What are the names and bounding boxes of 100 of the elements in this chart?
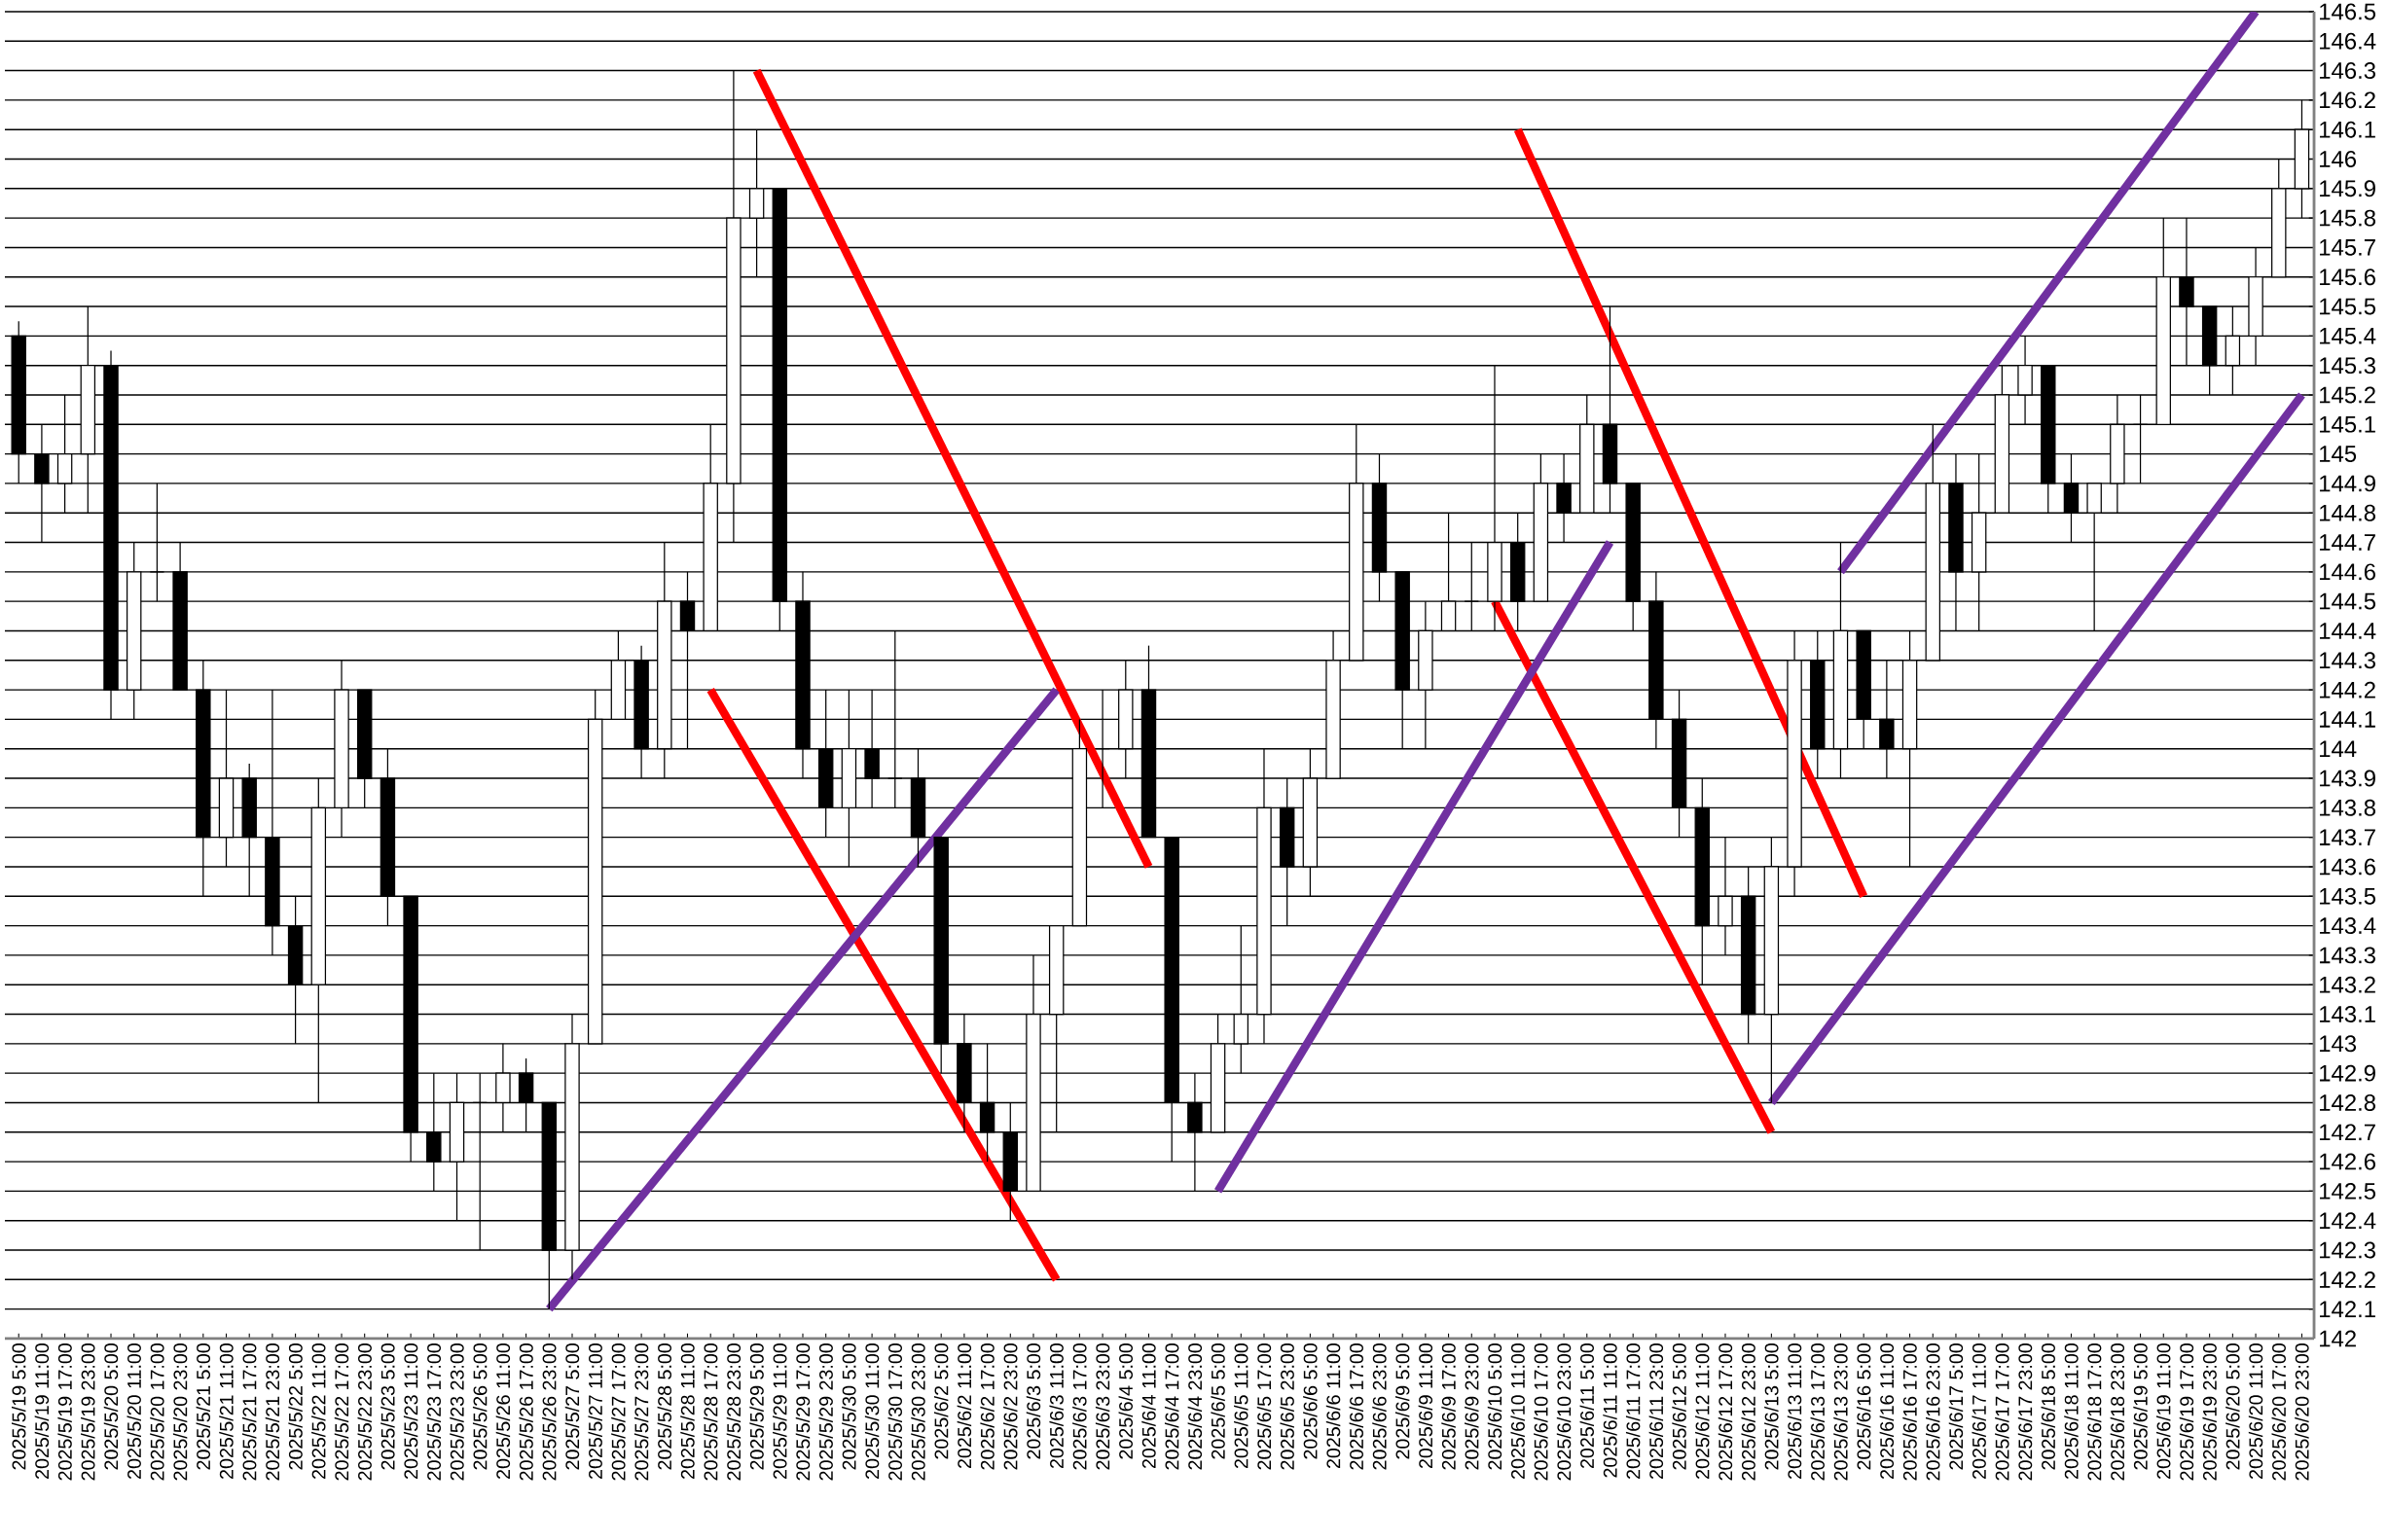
x-tick-label: 2025/6/20 11:00: [2248, 1343, 2263, 1480]
x-tick-label: 2025/5/23 11:00: [403, 1343, 418, 1480]
x-tick-label: 2025/6/9 17:00: [1441, 1343, 1456, 1470]
x-tick-label: 2025/5/22 5:00: [288, 1343, 303, 1470]
x-tick-label: 2025/6/19 11:00: [2156, 1343, 2171, 1480]
x-tick-label: 2025/6/20 23:00: [2295, 1343, 2309, 1481]
y-tick-label: 143.7: [2320, 829, 2375, 846]
x-tick-label: 2025/5/23 23:00: [450, 1343, 464, 1481]
x-tick-label: 2025/6/19 23:00: [2202, 1343, 2217, 1481]
y-tick-label: 146.3: [2320, 62, 2375, 80]
x-tick-label: 2025/6/17 17:00: [1995, 1343, 2009, 1481]
x-tick-label: 2025/5/27 23:00: [633, 1343, 649, 1481]
x-tick-label: 2025/6/10 23:00: [1556, 1343, 1572, 1481]
y-tick-label: 145.8: [2320, 209, 2376, 227]
x-tick-label: 2025/6/18 11:00: [2064, 1343, 2079, 1480]
y-tick-label: 145.3: [2320, 357, 2375, 375]
y-tick-label: 145.6: [2320, 269, 2375, 286]
x-tick-label: 2025/6/18 5:00: [2041, 1343, 2055, 1470]
x-tick-label: 2025/5/28 11:00: [680, 1343, 695, 1480]
x-tick-label: 2025/6/5 11:00: [1234, 1343, 1248, 1469]
y-tick-label: 143.5: [2320, 887, 2376, 905]
x-tick-label: 2025/6/12 11:00: [1695, 1343, 1710, 1480]
x-tick-label: 2025/6/18 23:00: [2110, 1343, 2125, 1481]
y-tick-label: 145.5: [2320, 298, 2376, 315]
x-tick-label: 2025/5/20 17:00: [150, 1343, 164, 1481]
x-tick-label: 2025/5/19 5:00: [11, 1343, 26, 1470]
x-tick-label: 2025/5/21 11:00: [219, 1343, 234, 1480]
x-tick-label: 2025/5/26 5:00: [472, 1343, 488, 1470]
y-tick-label: 145.2: [2320, 386, 2375, 404]
x-tick-label: 2025/6/16 23:00: [1926, 1343, 1940, 1481]
y-tick-label: 144.7: [2320, 534, 2375, 551]
x-tick-label: 2025/6/13 5:00: [1764, 1343, 1779, 1470]
y-tick-label: 143.6: [2320, 858, 2375, 876]
x-tick-label: 2025/5/22 17:00: [334, 1343, 349, 1481]
x-tick-label: 2025/6/6 23:00: [1372, 1343, 1387, 1470]
y-tick-label: 146.5: [2320, 3, 2376, 20]
y-tick-label: 146: [2320, 151, 2357, 167]
x-tick-label: 2025/5/20 23:00: [172, 1343, 188, 1481]
x-tick-label: 2025/5/29 23:00: [818, 1343, 833, 1481]
x-tick-label: 2025/6/10 5:00: [1487, 1343, 1502, 1470]
y-tick-label: 145.1: [2320, 415, 2375, 433]
x-tick-label: 2025/5/29 11:00: [773, 1343, 787, 1480]
y-tick-label: 145: [2320, 446, 2357, 462]
x-tick-label: 2025/6/3 5:00: [1026, 1343, 1041, 1459]
y-tick-label: 142.8: [2320, 1094, 2376, 1111]
x-tick-label: 2025/6/9 5:00: [1394, 1343, 1410, 1459]
x-tick-label: 2025/5/30 23:00: [911, 1343, 925, 1481]
candlestick: [1464, 541, 1480, 632]
y-tick-label: 143: [2320, 1035, 2357, 1053]
x-tick-label: 2025/6/5 23:00: [1280, 1343, 1294, 1470]
x-tick-label: 2025/6/4 5:00: [1118, 1343, 1133, 1459]
x-tick-label: 2025/6/17 23:00: [2017, 1343, 2033, 1481]
x-tick-label: 2025/6/20 5:00: [2225, 1343, 2240, 1470]
x-tick-label: 2025/6/18 17:00: [2086, 1343, 2102, 1481]
x-tick-label: 2025/6/19 17:00: [2179, 1343, 2194, 1481]
x-tick-label: 2025/5/26 11:00: [495, 1343, 511, 1480]
y-tick-label: 146.2: [2320, 91, 2375, 109]
x-tick-label: 2025/5/28 23:00: [726, 1343, 742, 1481]
x-tick-label: 2025/5/30 11:00: [864, 1343, 880, 1480]
y-tick-label: 144.9: [2320, 475, 2375, 492]
x-tick-label: 2025/6/13 11:00: [1787, 1343, 1802, 1480]
x-tick-label: 2025/6/9 23:00: [1465, 1343, 1479, 1470]
x-tick-label: 2025/6/12 17:00: [1718, 1343, 1733, 1481]
y-tick-label: 143.4: [2320, 917, 2376, 935]
x-tick-label: 2025/6/11 5:00: [1579, 1343, 1594, 1469]
y-tick-label: 144.8: [2320, 504, 2376, 521]
x-tick-label: 2025/6/16 5:00: [1856, 1343, 1871, 1470]
candlestick: [149, 483, 165, 602]
y-tick-label: 145.9: [2320, 180, 2375, 197]
x-tick-label: 2025/6/4 11:00: [1141, 1343, 1156, 1469]
x-tick-label: 2025/5/19 23:00: [81, 1343, 95, 1481]
x-tick-label: 2025/6/16 11:00: [1879, 1343, 1895, 1480]
x-tick-label: 2025/6/16 17:00: [1902, 1343, 1917, 1481]
candlestick: [2132, 394, 2149, 484]
x-tick-label: 2025/6/6 5:00: [1303, 1343, 1318, 1459]
x-tick-label: 2025/6/19 5:00: [2133, 1343, 2148, 1470]
x-tick-label: 2025/5/21 5:00: [196, 1343, 211, 1470]
y-tick-label: 143.8: [2320, 799, 2376, 816]
x-tick-label: 2025/6/3 11:00: [1049, 1343, 1064, 1469]
x-tick-label: 2025/6/6 11:00: [1325, 1343, 1341, 1469]
x-tick-label: 2025/5/26 23:00: [542, 1343, 557, 1481]
y-tick-label: 142.1: [2320, 1301, 2375, 1317]
y-tick-label: 142.9: [2320, 1064, 2375, 1082]
x-tick-label: 2025/5/28 17:00: [703, 1343, 718, 1481]
x-tick-label: 2025/5/27 5:00: [564, 1343, 580, 1470]
y-tick-label: 144.3: [2320, 652, 2375, 669]
x-tick-label: 2025/5/27 11:00: [588, 1343, 602, 1480]
x-tick-label: 2025/6/3 17:00: [1072, 1343, 1087, 1470]
y-tick-label: 143.2: [2320, 976, 2375, 993]
x-tick-label: 2025/6/2 17:00: [980, 1343, 995, 1470]
y-tick-label: 144: [2320, 740, 2357, 757]
y-tick-label: 146.4: [2320, 32, 2376, 50]
x-tick-label: 2025/6/2 5:00: [933, 1343, 949, 1459]
x-tick-label: 2025/5/27 17:00: [611, 1343, 626, 1481]
x-tick-label: 2025/5/22 23:00: [357, 1343, 372, 1481]
x-tick-label: 2025/6/11 11:00: [1603, 1343, 1617, 1478]
x-tick-label: 2025/6/13 23:00: [1833, 1343, 1848, 1481]
y-tick-label: 142.7: [2320, 1124, 2375, 1141]
x-tick-label: 2025/6/4 17:00: [1164, 1343, 1179, 1470]
x-tick-label: 2025/6/2 11:00: [957, 1343, 972, 1469]
